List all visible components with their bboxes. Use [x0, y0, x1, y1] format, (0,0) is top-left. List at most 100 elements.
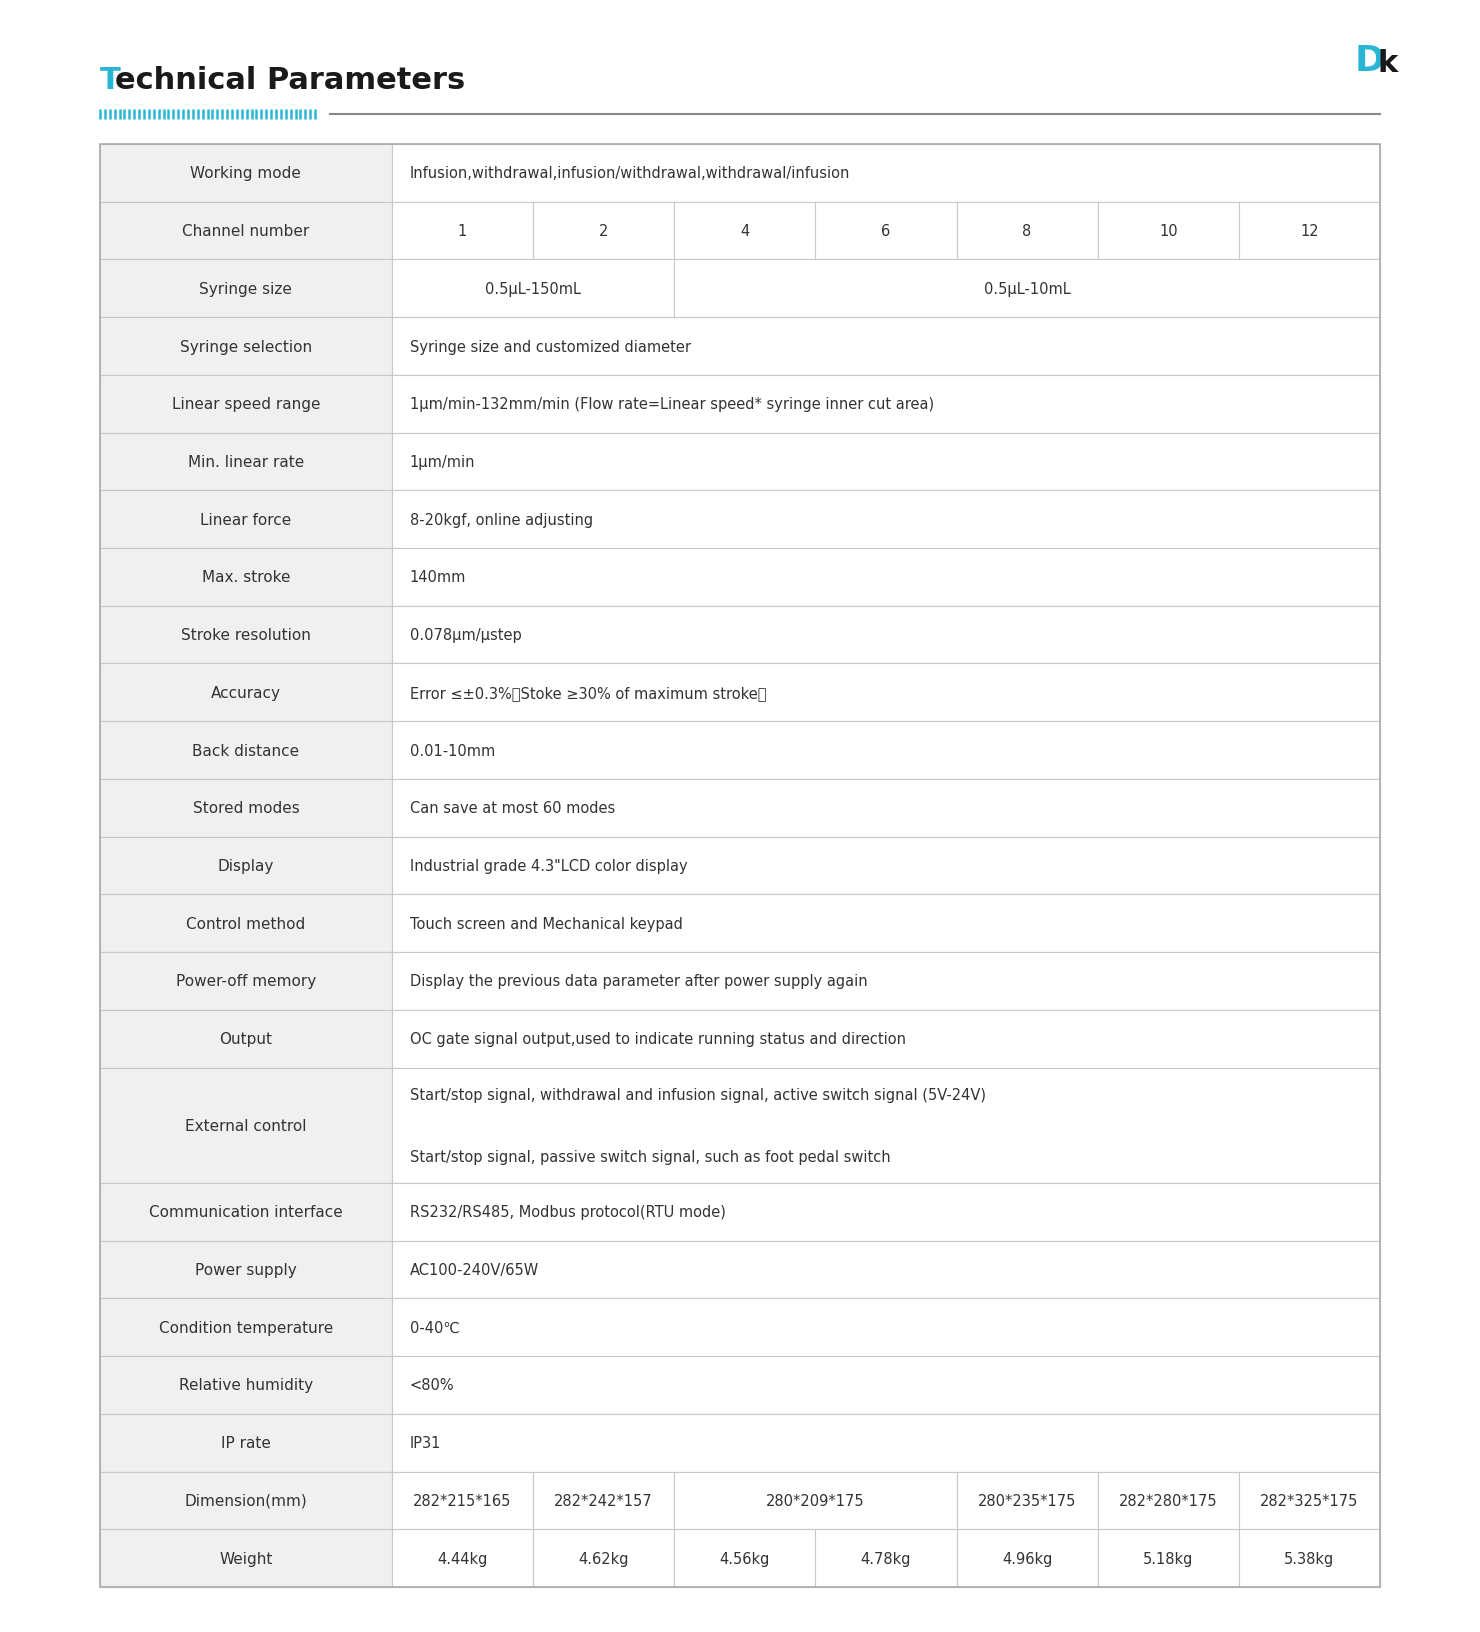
Bar — [392, 1240, 1379, 1299]
Bar — [1098, 202, 1239, 259]
Bar — [533, 1472, 675, 1529]
Bar — [392, 1356, 1379, 1413]
Bar — [392, 548, 1379, 607]
Text: 4.78kg: 4.78kg — [861, 1550, 912, 1565]
Text: OC gate signal output,used to indicate running status and direction: OC gate signal output,used to indicate r… — [410, 1031, 906, 1046]
Text: Syringe size and customized diameter: Syringe size and customized diameter — [410, 339, 691, 354]
Text: Channel number: Channel number — [182, 224, 309, 238]
Bar — [675, 202, 815, 259]
Bar — [101, 780, 392, 837]
Bar — [101, 318, 392, 375]
Text: Stroke resolution: Stroke resolution — [181, 628, 311, 643]
Bar — [392, 375, 1379, 434]
Bar — [1098, 1529, 1239, 1586]
Text: 4.44kg: 4.44kg — [437, 1550, 487, 1565]
Bar — [392, 1067, 1379, 1183]
Text: 4.62kg: 4.62kg — [579, 1550, 629, 1565]
Text: Industrial grade 4.3"LCD color display: Industrial grade 4.3"LCD color display — [410, 858, 688, 873]
Bar — [1239, 1472, 1379, 1529]
Text: Weight: Weight — [219, 1550, 272, 1565]
Bar — [392, 721, 1379, 780]
Bar — [392, 1010, 1379, 1067]
Text: Can save at most 60 modes: Can save at most 60 modes — [410, 801, 616, 816]
Text: Output: Output — [219, 1031, 272, 1046]
Text: Start/stop signal, passive switch signal, such as foot pedal switch: Start/stop signal, passive switch signal… — [410, 1149, 891, 1164]
Text: Back distance: Back distance — [192, 743, 299, 759]
Text: 6: 6 — [881, 224, 891, 238]
Text: Power supply: Power supply — [195, 1262, 297, 1278]
Bar — [392, 1472, 533, 1529]
Bar — [101, 145, 1379, 1586]
Text: Power-off memory: Power-off memory — [176, 974, 317, 989]
Text: Linear speed range: Linear speed range — [172, 397, 320, 411]
Text: 4.96kg: 4.96kg — [1002, 1550, 1052, 1565]
Text: 4: 4 — [740, 224, 749, 238]
Bar — [101, 894, 392, 953]
Text: Syringe size: Syringe size — [200, 282, 293, 297]
Bar — [675, 259, 1379, 318]
Bar — [956, 1472, 1098, 1529]
Text: Stored modes: Stored modes — [192, 801, 299, 816]
Bar — [101, 1472, 392, 1529]
Text: AC100-240V/65W: AC100-240V/65W — [410, 1262, 539, 1278]
Text: Max. stroke: Max. stroke — [201, 570, 290, 584]
Text: Linear force: Linear force — [200, 512, 292, 527]
Text: Syringe selection: Syringe selection — [181, 339, 312, 354]
Bar — [1239, 1529, 1379, 1586]
Text: 2: 2 — [599, 224, 608, 238]
Text: 280*209*175: 280*209*175 — [767, 1493, 864, 1508]
Bar — [1098, 1472, 1239, 1529]
Text: Min. linear rate: Min. linear rate — [188, 455, 303, 470]
Text: IP31: IP31 — [410, 1435, 441, 1451]
Text: IP rate: IP rate — [221, 1435, 271, 1451]
Text: T: T — [101, 65, 121, 95]
Text: 282*325*175: 282*325*175 — [1261, 1493, 1359, 1508]
Text: <80%: <80% — [410, 1377, 454, 1392]
Bar — [392, 491, 1379, 548]
Text: 0.01-10mm: 0.01-10mm — [410, 743, 496, 759]
Text: D: D — [1356, 44, 1385, 78]
Bar — [101, 1010, 392, 1067]
Text: 1μm/min: 1μm/min — [410, 455, 475, 470]
Text: Working mode: Working mode — [191, 166, 302, 181]
Bar — [101, 1183, 392, 1240]
Text: Display the previous data parameter after power supply again: Display the previous data parameter afte… — [410, 974, 867, 989]
Text: 5.18kg: 5.18kg — [1143, 1550, 1193, 1565]
Bar — [101, 375, 392, 434]
Bar — [392, 202, 533, 259]
Text: Relative humidity: Relative humidity — [179, 1377, 312, 1392]
Text: 0.078μm/μstep: 0.078μm/μstep — [410, 628, 521, 643]
Bar — [101, 1240, 392, 1299]
Bar — [392, 434, 1379, 491]
Bar — [392, 664, 1379, 721]
Text: 5.38kg: 5.38kg — [1285, 1550, 1335, 1565]
Bar — [101, 837, 392, 894]
Text: 8: 8 — [1023, 224, 1032, 238]
Bar — [815, 202, 956, 259]
Bar — [101, 259, 392, 318]
Text: Start/stop signal, withdrawal and infusion signal, active switch signal (5V-24V): Start/stop signal, withdrawal and infusi… — [410, 1087, 986, 1102]
Bar — [956, 1529, 1098, 1586]
Bar — [101, 548, 392, 607]
Bar — [392, 953, 1379, 1010]
Bar — [392, 259, 675, 318]
Bar — [101, 1356, 392, 1413]
Bar — [392, 1529, 533, 1586]
Text: 282*215*165: 282*215*165 — [413, 1493, 512, 1508]
Text: Touch screen and Mechanical keypad: Touch screen and Mechanical keypad — [410, 916, 682, 932]
Text: Dimension(mm): Dimension(mm) — [185, 1493, 308, 1508]
Text: 282*242*157: 282*242*157 — [555, 1493, 653, 1508]
Text: Accuracy: Accuracy — [212, 685, 281, 700]
Bar — [101, 953, 392, 1010]
Bar — [392, 1413, 1379, 1472]
Text: 1: 1 — [457, 224, 468, 238]
Text: Communication interface: Communication interface — [149, 1204, 343, 1219]
Text: 4.56kg: 4.56kg — [719, 1550, 770, 1565]
Bar — [101, 1067, 392, 1183]
Text: k: k — [1376, 49, 1397, 78]
Text: 10: 10 — [1159, 224, 1178, 238]
Text: 12: 12 — [1299, 224, 1319, 238]
Bar — [675, 1472, 956, 1529]
Bar — [533, 202, 675, 259]
Bar — [101, 721, 392, 780]
